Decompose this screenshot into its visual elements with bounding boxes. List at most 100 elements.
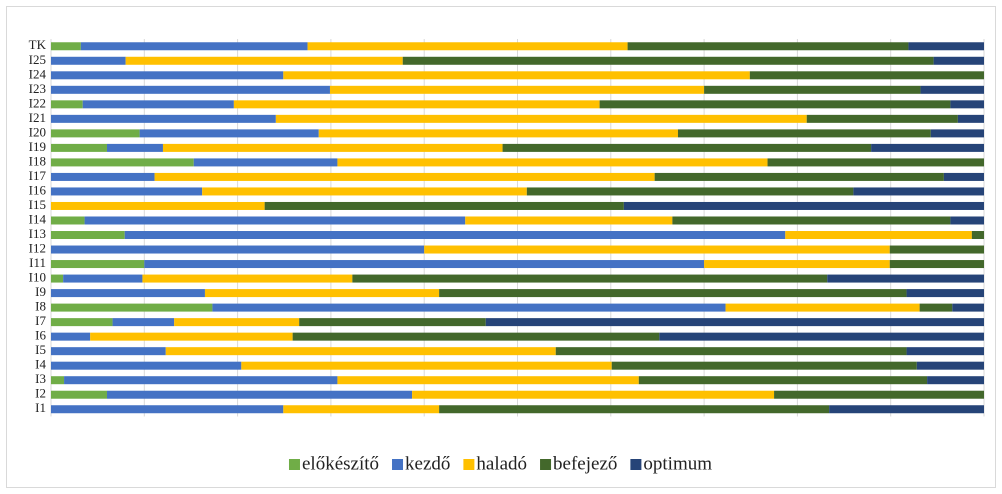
bar-segment [627,42,909,51]
bar-segment [971,231,984,240]
bar-segment [51,361,242,370]
bar-segment [139,129,319,138]
bar-segment [555,347,907,356]
bar-segment [927,376,984,385]
y-tick-label: I21 [29,110,46,125]
bar-segment [502,143,872,152]
bar-segment [774,390,984,399]
bar-segment [51,347,166,356]
legend-label: befejező [553,453,617,474]
legend-label: optimum [643,453,712,474]
bar-segment [51,187,203,196]
bar-segment [233,100,600,109]
bar-segment [611,361,917,370]
bar-segment [853,187,984,196]
bar-segment [142,274,353,283]
bar-segment [264,201,624,210]
bar-segment [154,172,655,181]
bar-segment [51,71,284,80]
bar-segment [51,129,140,138]
bar-segment [212,303,726,312]
bar-segment [51,318,113,327]
y-tick-label: I5 [35,342,46,357]
bar-segment [51,143,107,152]
bar-segment [162,143,503,152]
y-tick-label: I23 [29,81,46,96]
y-tick-label: I3 [35,371,46,386]
bar-segment [204,289,440,298]
bar-segment [90,332,293,341]
legend-label: előkészítő [302,453,379,474]
bar-segment [806,114,958,123]
bar-segment [51,405,284,414]
bar-segment [439,289,907,298]
y-tick-label: I6 [35,328,46,343]
bar-segment [51,158,194,167]
bar-segment [275,114,807,123]
bar-segment [654,172,944,181]
y-tick-label: I17 [29,168,47,183]
bar-segment [485,318,984,327]
bar-segment [106,390,413,399]
y-tick-label: I22 [29,95,46,110]
y-tick-label: I12 [29,241,46,256]
bar-segment [950,216,984,225]
bar-segment [402,56,934,65]
bar-segment [916,361,984,370]
bar-segment [124,231,786,240]
bar-segment [51,85,330,94]
bar-segment [950,100,984,109]
bar-segment [51,114,276,123]
y-tick-label: I16 [29,182,47,197]
legend: előkészítő kezdő haladó befejező optimum [288,453,712,474]
y-tick-label: I14 [29,211,47,226]
bar-segment [439,405,830,414]
bar-segment [241,361,612,370]
bar-segment [672,216,951,225]
bar-segment [919,303,953,312]
bar-segment [80,42,308,51]
bar-segment [51,376,65,385]
y-tick-label: I1 [35,400,46,415]
y-tick-label: I24 [29,66,47,81]
bar-segment [174,318,300,327]
y-tick-label: I10 [29,270,46,285]
bar-segment [659,332,984,341]
bar-segment [63,274,143,283]
y-tick-label: I2 [35,386,46,401]
bar-segment [827,274,984,283]
bar-segment [106,143,163,152]
bar-segment [51,201,265,210]
bar-segment [889,260,984,269]
legend-swatch [463,459,475,470]
bar-segment [785,231,972,240]
legend-label: haladó [476,453,527,474]
bar-segment [704,260,890,269]
bar-segment [112,318,175,327]
bar-segment [125,56,403,65]
bar-segment [202,187,527,196]
bar-segment [51,231,125,240]
legend-swatch [392,459,404,470]
bar-segment [51,260,145,269]
bar-segment [51,56,126,65]
bar-segment [51,172,155,181]
bar-segment [307,42,628,51]
y-tick-label: I11 [29,255,46,270]
bar-segment [51,42,81,51]
bar-segment [829,405,984,414]
bar-segment [299,318,486,327]
bar-segment [51,303,213,312]
bar-segment [283,405,440,414]
y-tick-label: I9 [35,284,46,299]
bar-segment [337,376,639,385]
bar-segment [84,216,466,225]
y-tick-label: I7 [35,313,46,328]
bar-segment [952,303,984,312]
y-tick-label: I15 [29,197,46,212]
bar-segment [51,274,64,283]
bar-segment [51,332,91,341]
bar-segment [51,245,425,254]
bar-segment [920,85,984,94]
